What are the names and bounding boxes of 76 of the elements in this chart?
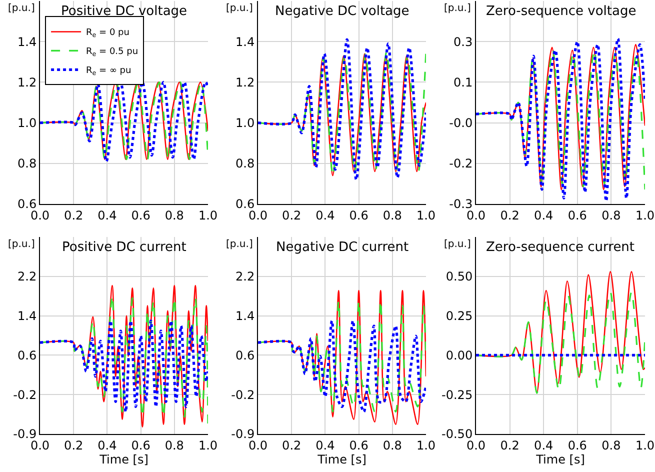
chart-title: Negative DC voltage [275, 4, 410, 19]
x-tick-label: 0.8 [382, 208, 402, 222]
y-tick-label: -0.25 [442, 388, 473, 402]
x-tick-label: 0.8 [164, 438, 184, 452]
x-tick-label: 0.2 [64, 438, 84, 452]
line-series [476, 291, 645, 394]
y-tick-label: 1.4 [236, 34, 255, 49]
x-tick-label: 0.4 [534, 208, 554, 222]
x-axis-title: Time [s] [316, 452, 366, 466]
x-tick-label: 1.0 [416, 208, 436, 222]
x-tick-label: 1.0 [635, 208, 655, 222]
y-axis-title: [p.u.] [444, 239, 471, 250]
y-tick-label: 0.3 [454, 34, 473, 49]
chart-title: Zero-sequence current [486, 240, 635, 255]
x-tick-label: 0.2 [282, 438, 302, 452]
legend-label: R$_{e}$ = ∞ pu [86, 66, 132, 78]
y-tick-label: 0.8 [18, 156, 37, 171]
x-tick-label: 1.0 [198, 208, 218, 222]
y-tick-label: 1.0 [236, 116, 255, 130]
y-tick-label: 1.4 [18, 309, 37, 323]
x-tick-label: 0.6 [131, 438, 150, 452]
y-tick-label: 1.2 [236, 75, 255, 90]
y-axis-title: [p.u.] [226, 3, 253, 14]
x-tick-label: 0.4 [534, 438, 554, 452]
x-tick-label: 0.4 [316, 208, 335, 222]
x-tick-label: 0.8 [382, 438, 402, 452]
chart-title: Negative DC current [276, 240, 409, 255]
y-tick-label: 2.2 [236, 270, 255, 284]
x-tick-label: 0.4 [316, 438, 335, 452]
x-tick-label: 0.2 [500, 438, 520, 452]
legend-label: R$_{e}$ = 0 pu [86, 28, 130, 40]
y-axis-title: [p.u.] [8, 239, 35, 250]
y-tick-label: 0.8 [236, 156, 255, 171]
chart-title: Positive DC current [62, 240, 186, 255]
x-tick-label: 1.0 [416, 438, 436, 452]
y-tick-label: 0.6 [18, 348, 37, 362]
x-axis-title: Time [s] [98, 452, 148, 466]
x-tick-label: 0.2 [282, 208, 302, 222]
y-tick-label: 1.2 [18, 75, 37, 90]
y-tick-label: -0.0 [449, 116, 473, 130]
chart-title: Positive DC voltage [61, 4, 188, 19]
x-tick-label: 0.2 [64, 208, 84, 222]
x-tick-label: 0.4 [98, 438, 117, 452]
y-axis-title: [p.u.] [226, 239, 253, 250]
x-tick-label: 0.6 [568, 438, 587, 452]
y-tick-label: 0.50 [446, 270, 473, 284]
x-tick-label: 0.8 [602, 438, 621, 452]
x-tick-label: 0.6 [568, 208, 587, 222]
y-tick-label: 0.25 [446, 309, 473, 323]
x-tick-label: 0.2 [500, 208, 520, 222]
x-tick-label: 0.6 [131, 208, 150, 222]
line-series [258, 320, 426, 414]
line-series [40, 320, 208, 414]
y-tick-label: 2.2 [18, 270, 37, 284]
y-tick-label: 0.6 [236, 348, 255, 362]
x-tick-label: 0.6 [349, 438, 368, 452]
chart-title: Zero-sequence voltage [486, 4, 636, 19]
x-axis-title: Time [s] [535, 452, 585, 466]
x-tick-label: 0.8 [164, 208, 184, 222]
x-tick-label: 0.6 [349, 208, 368, 222]
x-tick-label: 1.0 [198, 438, 218, 452]
legend-label: R$_{e}$ = 0.5 pu [86, 47, 138, 58]
y-axis-title: [p.u.] [444, 3, 471, 14]
y-tick-label: 0.1 [454, 75, 473, 90]
y-tick-label: 1.4 [18, 34, 37, 49]
y-tick-label: 0.00 [446, 348, 473, 362]
line-series [258, 300, 426, 413]
y-tick-label: -0.2 [13, 388, 37, 402]
y-axis-title: [p.u.] [8, 3, 35, 14]
x-tick-label: 0.4 [98, 208, 117, 222]
y-tick-label: 1.4 [236, 309, 255, 323]
y-tick-label: 1.0 [18, 116, 37, 130]
x-tick-label: 0.8 [602, 208, 621, 222]
y-tick-label: -0.2 [231, 388, 255, 402]
x-tick-label: 1.0 [635, 438, 655, 452]
y-tick-label: -0.2 [449, 156, 473, 171]
